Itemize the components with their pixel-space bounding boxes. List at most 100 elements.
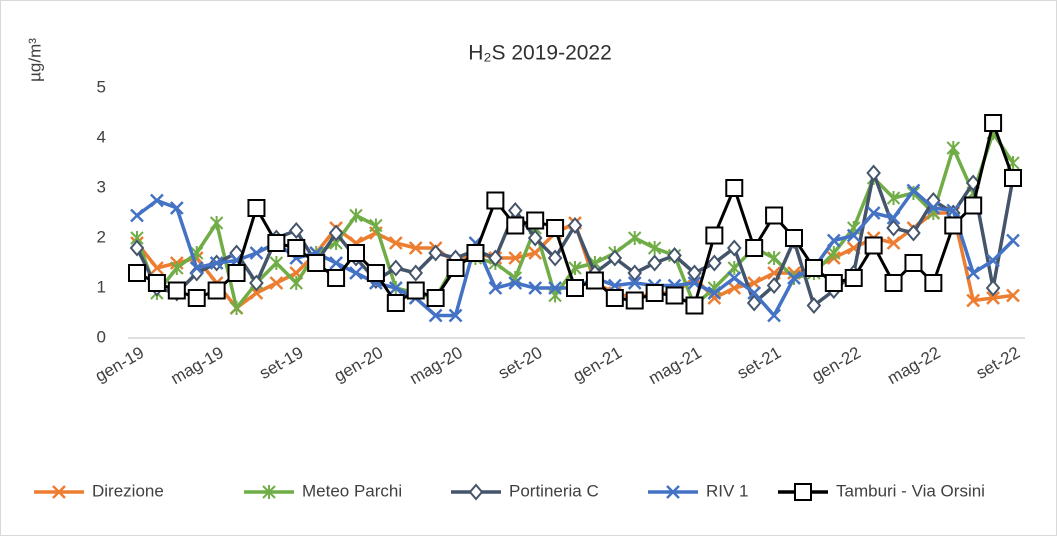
data-point	[129, 239, 145, 257]
data-point	[726, 239, 742, 257]
data-point	[864, 236, 883, 255]
data-point	[307, 254, 326, 272]
y-tick-label: 3	[97, 177, 106, 196]
data-point	[328, 224, 344, 242]
data-point	[366, 264, 385, 282]
data-point	[705, 226, 724, 245]
data-point	[985, 279, 1001, 297]
y-tick-label: 5	[97, 77, 106, 96]
data-point	[567, 216, 583, 235]
data-point	[707, 286, 722, 300]
legend-marker	[52, 485, 66, 499]
legend-label: Meteo Parchi	[302, 481, 402, 500]
data-point	[687, 264, 702, 282]
data-point	[745, 239, 764, 257]
data-point	[645, 284, 664, 302]
legend-marker	[468, 483, 484, 501]
data-point	[966, 293, 981, 308]
data-point	[627, 264, 643, 282]
data-point	[846, 228, 861, 243]
data-point	[526, 211, 545, 230]
data-point	[767, 251, 781, 265]
data-point	[924, 274, 943, 292]
data-point	[227, 264, 246, 282]
data-point	[508, 251, 523, 265]
data-point	[766, 276, 782, 295]
data-point	[627, 276, 642, 290]
data-point	[209, 216, 224, 230]
data-point	[289, 276, 303, 290]
data-point	[964, 196, 983, 215]
y-tick-label: 2	[97, 227, 106, 246]
data-point	[388, 236, 403, 250]
data-point	[628, 231, 642, 245]
data-point	[388, 281, 403, 295]
data-point	[386, 294, 405, 312]
data-point	[426, 289, 445, 307]
data-point	[824, 274, 843, 292]
data-point	[727, 281, 742, 295]
legend-marker	[262, 485, 276, 499]
data-point	[130, 208, 144, 223]
data-point	[986, 253, 1000, 268]
data-point	[488, 249, 503, 267]
data-point	[826, 233, 841, 248]
data-point	[984, 114, 1003, 132]
data-point	[349, 208, 363, 223]
data-point	[207, 281, 226, 300]
data-point	[508, 276, 523, 290]
data-point	[329, 256, 343, 270]
data-point	[267, 234, 286, 252]
data-point	[1006, 233, 1020, 248]
y-tick-label: 0	[97, 327, 106, 346]
data-point	[906, 183, 921, 198]
data-point	[189, 261, 204, 275]
data-point	[287, 239, 306, 257]
data-point	[946, 141, 960, 155]
data-point	[428, 308, 443, 323]
data-point	[388, 259, 404, 277]
data-point	[946, 203, 961, 218]
data-point	[408, 264, 424, 282]
data-point	[605, 289, 624, 307]
data-point	[249, 246, 264, 260]
data-point	[150, 261, 164, 275]
data-point	[725, 179, 744, 197]
data-point	[546, 219, 565, 237]
data-point	[866, 206, 881, 220]
data-point	[685, 296, 704, 315]
legend-label: Portineria C	[509, 481, 599, 500]
data-point	[547, 249, 563, 267]
data-point	[446, 259, 465, 277]
data-point	[187, 289, 206, 307]
data-point	[528, 281, 543, 295]
data-point	[667, 246, 682, 265]
data-point	[150, 193, 164, 208]
data-point	[349, 266, 363, 280]
data-point	[886, 211, 901, 225]
legend-label: RIV 1	[706, 481, 749, 500]
data-point	[170, 261, 184, 275]
data-point	[1004, 169, 1022, 187]
y-axis-label: µg/m³	[25, 38, 44, 82]
data-point	[169, 201, 184, 215]
legend-marker	[666, 485, 680, 499]
data-point	[247, 199, 266, 217]
legend-label: Tamburi - Via Orsini	[836, 481, 985, 500]
data-point	[806, 296, 822, 315]
data-point	[707, 291, 722, 305]
y-tick-label: 1	[97, 277, 106, 296]
data-point	[406, 281, 425, 300]
data-point	[665, 286, 684, 305]
data-point	[269, 256, 284, 270]
data-point	[249, 274, 264, 292]
data-point	[707, 254, 722, 272]
data-point	[747, 286, 762, 300]
data-point	[625, 291, 644, 310]
chart-title: H₂S 2019-2022	[468, 42, 612, 65]
data-point	[944, 216, 963, 235]
data-point	[765, 206, 784, 225]
data-point	[288, 221, 304, 240]
data-point	[1006, 288, 1020, 303]
data-point	[548, 281, 562, 295]
